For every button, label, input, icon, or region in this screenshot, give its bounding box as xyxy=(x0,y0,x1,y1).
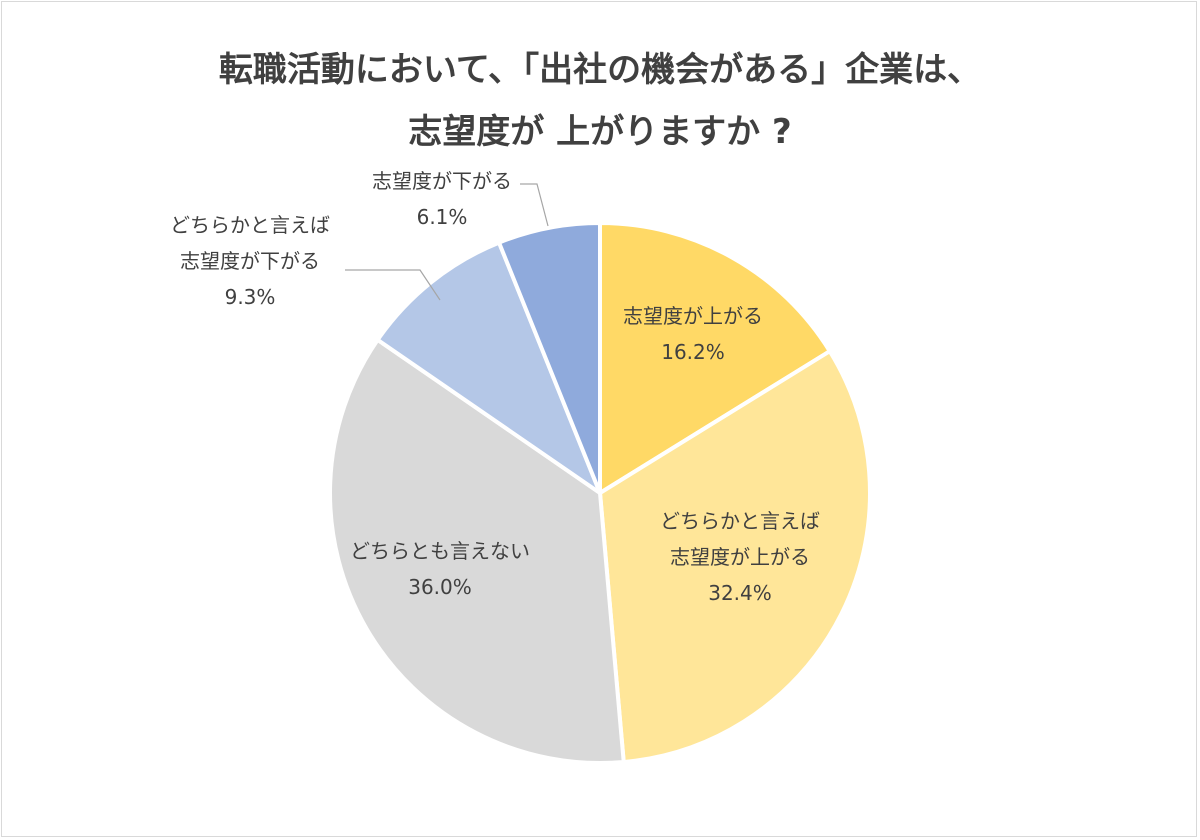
slice-value-label: 6.1% xyxy=(417,205,468,229)
pie-slice xyxy=(328,337,626,765)
slice-category-label: 志望度が上がる xyxy=(623,304,763,328)
pie-slice xyxy=(598,221,832,495)
slice-category-label: どちらとも言えない xyxy=(350,539,530,563)
pie-slice xyxy=(598,349,872,764)
slice-category-label: 志望度が下がる xyxy=(180,249,320,273)
chart-title-line-1: 転職活動において、「出社の機会がある」企業は、 xyxy=(218,50,982,90)
leader-line xyxy=(345,269,441,301)
slice-category-label: どちらかと言えば xyxy=(170,213,330,237)
slice-category-label: 志望度が上がる xyxy=(670,545,810,569)
slice-value-label: 36.0% xyxy=(408,575,472,599)
pie-slice xyxy=(497,221,602,495)
pie-slice xyxy=(375,240,602,495)
slice-value-label: 16.2% xyxy=(661,340,725,364)
slice-category-label: どちらかと言えば xyxy=(660,509,820,533)
leader-line xyxy=(520,183,549,227)
slice-labels: 志望度が上がる16.2%どちらかと言えば志望度が上がる32.4%どちらとも言えな… xyxy=(170,169,820,605)
slice-value-label: 32.4% xyxy=(708,581,772,605)
slice-value-label: 9.3% xyxy=(225,285,276,309)
pie-slices xyxy=(328,221,872,765)
leader-lines xyxy=(345,183,549,301)
slice-category-label: 志望度が下がる xyxy=(372,169,512,193)
chart-title-line-2: 志望度が 上がりますか ? xyxy=(408,112,792,152)
